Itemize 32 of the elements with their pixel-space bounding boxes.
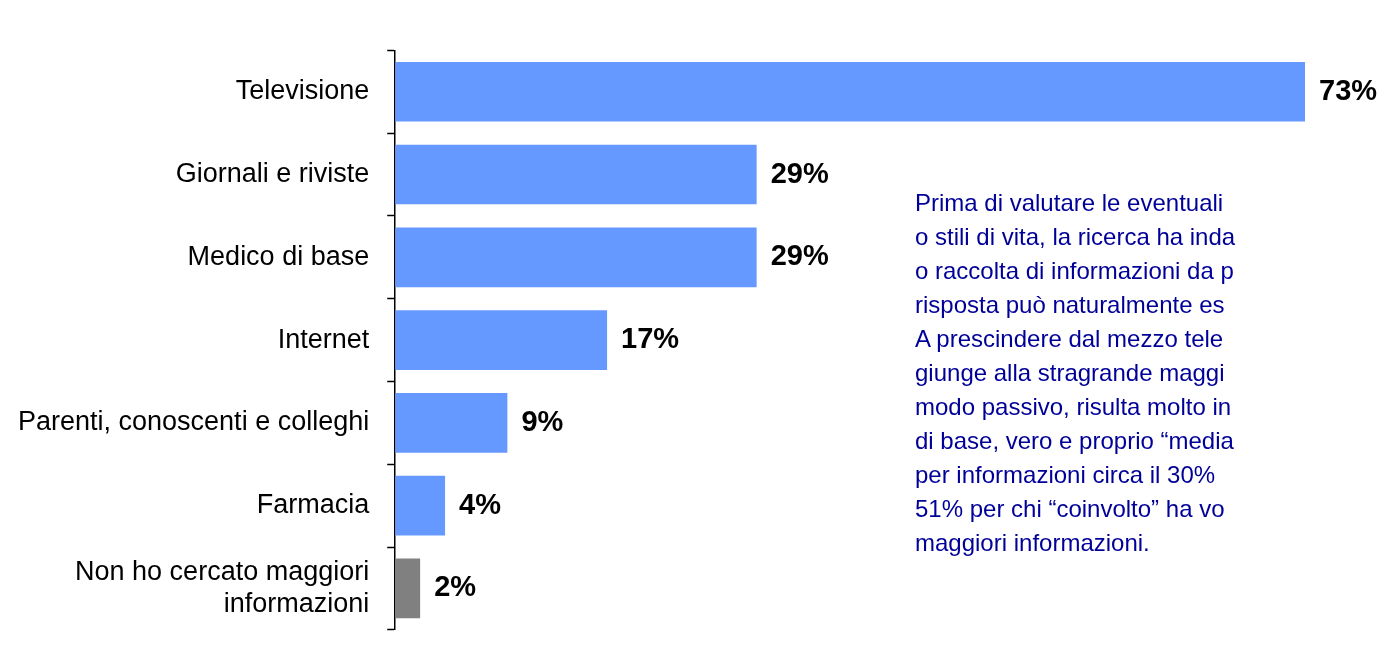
data-label: 17% [621, 322, 680, 355]
data-label: 29% [770, 239, 829, 272]
bar [395, 61, 1305, 122]
bar [395, 393, 508, 453]
annotation: Prima di valutare le eventuali [915, 188, 1225, 218]
annotation: maggiori informazioni. [915, 528, 1151, 558]
annotation: A prescindere dal mezzo tele [915, 324, 1225, 354]
bar [395, 227, 757, 288]
annotation: 51% per chi “coinvolto” ha vo [915, 494, 1226, 524]
annotation: o raccolta di informazioni da p [915, 256, 1235, 286]
data-label: 29% [770, 156, 829, 189]
bar [395, 144, 757, 205]
data-label: 73% [1319, 73, 1378, 106]
data-label: 4% [459, 487, 502, 520]
bar [395, 310, 608, 370]
annotation: modo passivo, risulta molto in [915, 392, 1233, 422]
annotation: giunge alla stragrande maggi [915, 358, 1226, 388]
bar [395, 475, 446, 536]
y-tick-label: Televisione [235, 75, 370, 106]
annotation: per informazioni circa il 30% [915, 460, 1217, 490]
annotation: risposta può naturalmente es [915, 290, 1226, 320]
data-label: 9% [521, 404, 564, 437]
annotation: o stili di vita, la ricerca ha inda [915, 222, 1237, 252]
bar [395, 558, 421, 619]
annotation: di base, vero e proprio “media [915, 426, 1235, 456]
data-label: 2% [434, 570, 477, 603]
y-tick-label: Medico di base [187, 240, 370, 271]
y-tick-label: Internet [277, 323, 370, 354]
y-tick-label: Farmacia [256, 489, 371, 520]
y-tick-label: Parenti, conoscenti e colleghi [17, 406, 370, 437]
y-tick-label: Non ho cercato maggiori informazioni [75, 555, 370, 619]
y-tick-label: Giornali e riviste [175, 158, 370, 189]
